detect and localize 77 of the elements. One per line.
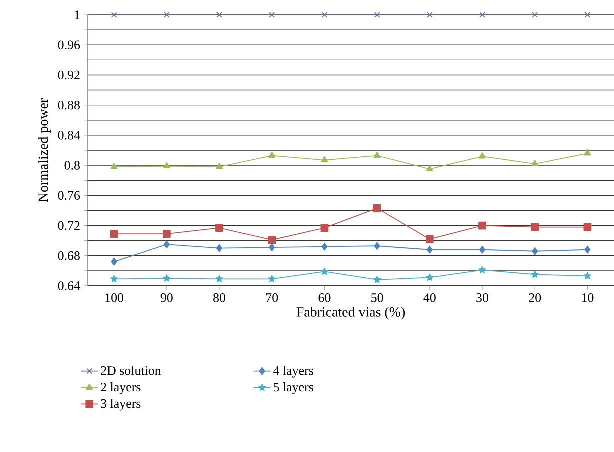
point	[426, 12, 433, 18]
y-tick-label: 0.72	[58, 221, 80, 230]
point	[269, 244, 276, 252]
point	[320, 224, 329, 232]
point	[531, 223, 540, 232]
point	[164, 12, 170, 18]
point	[111, 258, 118, 266]
x-tick-label: 70	[266, 294, 278, 302]
y-tick-label: 0.84	[58, 131, 80, 140]
point	[532, 247, 538, 256]
point	[320, 268, 328, 275]
x-tick-label: 20	[529, 294, 542, 302]
y-tick-label: 0.88	[58, 100, 80, 110]
point	[269, 12, 276, 18]
y-tick-label: 0.64	[58, 282, 80, 290]
point	[584, 150, 592, 156]
point	[479, 246, 486, 254]
point	[478, 266, 486, 274]
x-tick-label: 50	[372, 294, 384, 302]
point	[373, 204, 382, 212]
legend-label: 4 layers	[274, 366, 314, 378]
y-tick-label: 0.8	[64, 161, 80, 170]
point	[111, 12, 118, 18]
point	[584, 246, 591, 254]
y-tick-label: 1	[75, 10, 80, 20]
y-tick-label: 0.92	[58, 70, 80, 80]
legend-label: 5 layers	[274, 382, 314, 394]
point	[374, 12, 380, 18]
point	[110, 163, 118, 170]
point	[374, 276, 382, 284]
point	[322, 12, 328, 18]
x-tick-label: 80	[214, 294, 226, 302]
y-tick-label: 0.76	[58, 191, 80, 200]
point	[216, 244, 223, 252]
point	[426, 246, 433, 254]
point	[532, 12, 538, 18]
point	[216, 12, 222, 18]
point	[480, 12, 486, 18]
x-axis-title: Fabricated vias (%)	[296, 307, 406, 320]
point	[110, 230, 118, 238]
point	[163, 274, 171, 282]
point	[268, 152, 276, 158]
point	[268, 236, 276, 244]
point	[426, 274, 434, 281]
point	[162, 230, 171, 238]
x-tick-label: 40	[424, 294, 436, 302]
point	[268, 275, 276, 282]
x-tick-label: 90	[160, 294, 173, 302]
point	[584, 12, 591, 18]
point	[374, 152, 381, 158]
point	[374, 242, 380, 250]
point	[322, 242, 328, 251]
point	[532, 160, 539, 166]
point	[216, 224, 224, 232]
point	[110, 275, 118, 282]
point	[479, 152, 486, 159]
x-tick-label: 60	[318, 294, 331, 302]
point	[321, 156, 328, 162]
x-tick-label: 100	[106, 294, 124, 302]
y-tick-label: 0.96	[58, 40, 80, 50]
y-tick-label: 0.68	[58, 251, 80, 260]
point	[531, 270, 539, 278]
point	[478, 222, 486, 230]
x-tick-label: 10	[582, 294, 594, 302]
y-axis-title: Normalized power	[38, 98, 51, 202]
x-tick-label: 30	[476, 294, 488, 302]
point	[426, 165, 434, 172]
point	[584, 272, 592, 280]
point	[216, 275, 224, 282]
legend-label: 2 layers	[101, 382, 141, 394]
point	[426, 235, 434, 244]
legend-label: 2D solution	[101, 366, 162, 376]
point	[163, 162, 170, 168]
legend-label: 3 layers	[101, 399, 141, 411]
point	[164, 240, 170, 249]
point	[216, 163, 223, 170]
point	[584, 223, 592, 232]
